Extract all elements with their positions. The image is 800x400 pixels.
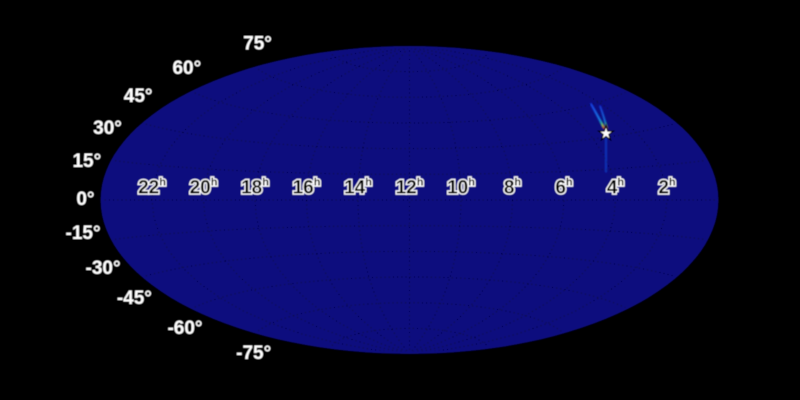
svg-text:-15°: -15° xyxy=(66,223,101,244)
svg-text:0°: 0° xyxy=(76,189,94,210)
svg-text:-30°: -30° xyxy=(86,258,121,279)
svg-text:30°: 30° xyxy=(93,118,122,139)
svg-text:60°: 60° xyxy=(172,58,201,79)
svg-text:-60°: -60° xyxy=(167,318,202,339)
svg-text:-75°: -75° xyxy=(236,343,271,364)
svg-text:15°: 15° xyxy=(72,151,101,172)
svg-text:-45°: -45° xyxy=(117,288,152,309)
svg-text:45°: 45° xyxy=(124,86,153,107)
svg-text:75°: 75° xyxy=(243,33,272,54)
